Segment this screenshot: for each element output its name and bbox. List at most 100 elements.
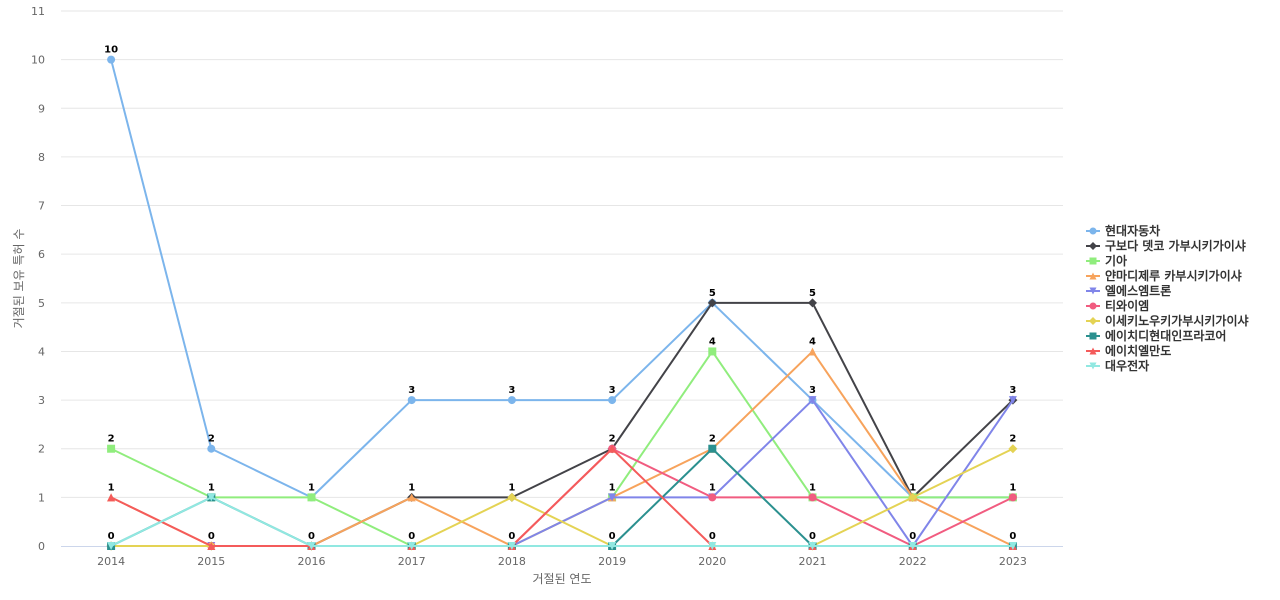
legend-item[interactable]: 에이치디현대인프라코어 — [1086, 328, 1226, 343]
data-label: 3 — [1009, 385, 1016, 396]
data-point — [507, 492, 517, 502]
data-label: 3 — [508, 385, 515, 396]
data-point — [1089, 362, 1097, 370]
y-tick-label: 10 — [31, 54, 45, 67]
data-point — [1008, 542, 1017, 550]
legend-label: 얀마디제루 카부시키가이샤 — [1105, 268, 1242, 283]
data-label: 2 — [108, 434, 115, 445]
legend-item[interactable]: 구보다 뎃코 가부시키가이샤 — [1086, 238, 1246, 253]
data-label: 1 — [508, 482, 515, 493]
data-point — [1089, 302, 1097, 310]
legend-label: 에이치엘만도 — [1105, 343, 1171, 358]
data-point — [507, 396, 516, 405]
x-axis-title: 거절된 연도 — [532, 572, 591, 586]
data-label: 0 — [609, 531, 616, 542]
legend-item[interactable]: 이세키노우키가부시키가이샤 — [1086, 313, 1249, 328]
data-label: 10 — [104, 45, 118, 56]
legend-label: 기아 — [1105, 253, 1127, 268]
legend-label: 대우전자 — [1105, 358, 1149, 373]
data-point — [207, 493, 216, 502]
x-axis-ticks: 2014 2015 2016 2017 2018 2019 2020 2021 2022 2023 — [97, 555, 1027, 568]
y-tick-label: 1 — [38, 491, 45, 504]
data-point — [107, 493, 116, 502]
data-label: 1 — [408, 482, 415, 493]
data-point — [808, 298, 817, 308]
data-label: 2 — [609, 434, 616, 445]
y-tick-label: 0 — [38, 540, 45, 553]
x-tick-label: 2017 — [398, 555, 426, 568]
data-label: 0 — [909, 531, 916, 542]
data-point — [1008, 396, 1017, 405]
data-point — [1089, 257, 1097, 265]
data-point — [1089, 242, 1097, 250]
legend-label: 티와이엠 — [1105, 298, 1149, 313]
series-line — [111, 301, 1014, 547]
legend-item[interactable]: 기아 — [1086, 253, 1127, 268]
data-label: 1 — [609, 482, 616, 493]
data-point — [708, 444, 717, 453]
data-label: 0 — [108, 531, 115, 542]
data-point — [808, 396, 817, 405]
x-tick-label: 2016 — [298, 555, 326, 568]
data-label: 2 — [709, 434, 716, 445]
data-point — [407, 396, 416, 405]
legend-item[interactable]: 엘에스엠트론 — [1086, 283, 1171, 298]
data-point — [1089, 287, 1097, 295]
y-tick-label: 6 — [38, 248, 45, 261]
data-label: 5 — [809, 288, 816, 299]
data-label: 4 — [709, 336, 716, 347]
legend-label: 구보다 뎃코 가부시키가이샤 — [1105, 238, 1246, 253]
y-tick-label: 9 — [38, 102, 45, 115]
data-label: 1 — [208, 482, 215, 493]
data-point — [1089, 272, 1097, 280]
data-point — [608, 493, 617, 502]
x-tick-label: 2015 — [197, 555, 225, 568]
y-tick-label: 5 — [38, 297, 45, 310]
data-point — [407, 542, 416, 550]
data-point — [1089, 317, 1097, 325]
series-line — [110, 496, 1013, 547]
data-point — [708, 542, 717, 550]
data-point — [707, 298, 717, 308]
legend-item[interactable]: 에이치엘만도 — [1086, 343, 1171, 358]
y-tick-label: 3 — [38, 394, 45, 407]
legend-item[interactable]: 현대자동차 — [1086, 223, 1160, 238]
data-label: 1 — [909, 482, 916, 493]
series-group — [106, 55, 1018, 551]
data-point — [908, 542, 917, 550]
data-point — [608, 444, 617, 453]
grid-lines — [61, 10, 1063, 498]
data-point — [207, 444, 216, 453]
data-point — [307, 542, 316, 550]
data-point — [1089, 332, 1097, 340]
legend-item[interactable]: 티와이엠 — [1086, 298, 1149, 313]
data-label: 1 — [809, 482, 816, 493]
data-point — [808, 493, 817, 502]
legend-item[interactable]: 대우전자 — [1086, 358, 1149, 373]
y-tick-label: 8 — [38, 151, 45, 164]
y-tick-label: 2 — [38, 443, 45, 456]
data-point — [808, 347, 817, 356]
data-label: 0 — [408, 531, 415, 542]
data-label: 2 — [208, 434, 215, 445]
data-point — [608, 396, 617, 405]
x-tick-label: 2022 — [899, 555, 927, 568]
data-point — [107, 55, 116, 64]
data-point — [1089, 227, 1097, 235]
data-point — [407, 493, 416, 502]
legend-label: 에이치디현대인프라코어 — [1105, 328, 1226, 343]
x-tick-label: 2023 — [999, 555, 1027, 568]
y-tick-label: 7 — [38, 200, 45, 213]
x-tick-label: 2018 — [498, 555, 526, 568]
data-label: 0 — [809, 531, 816, 542]
data-label: 0 — [709, 531, 716, 542]
data-label: 3 — [809, 385, 816, 396]
y-tick-label: 11 — [31, 5, 45, 18]
data-point — [307, 493, 316, 502]
data-label: 2 — [1009, 434, 1016, 445]
x-tick-label: 2021 — [799, 555, 827, 568]
data-label: 1 — [308, 482, 315, 493]
legend-item[interactable]: 얀마디제루 카부시키가이샤 — [1086, 268, 1242, 283]
